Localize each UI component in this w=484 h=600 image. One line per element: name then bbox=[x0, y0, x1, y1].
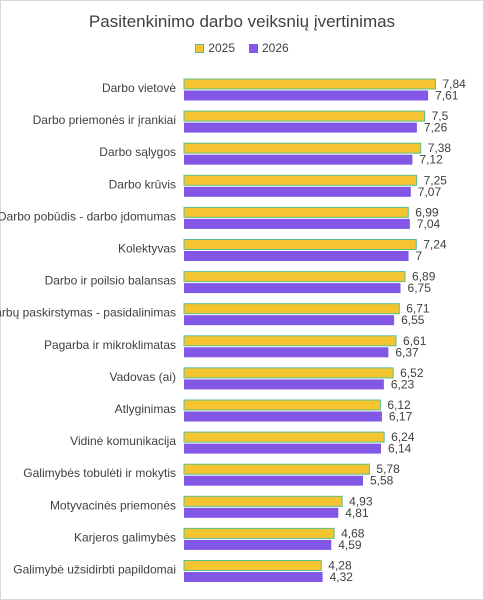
bar-2026-vadovas-ai bbox=[184, 379, 384, 390]
category-label-kolektyvas: Kolektyvas bbox=[118, 242, 176, 256]
value-label-2026-galimybe-uzsidirbti-papildomai: 4,32 bbox=[330, 570, 354, 584]
value-label-2026-vidine-komunikacija: 6,14 bbox=[388, 442, 412, 456]
bar-2026-vidine-komunikacija bbox=[184, 443, 381, 454]
category-label-darbo-ir-poilsio-balansas: Darbo ir poilsio balansas bbox=[45, 274, 176, 288]
bar-2026-darbo-salygos bbox=[184, 154, 413, 165]
bar-2026-karjeros-galimybes bbox=[184, 539, 332, 550]
bar-2025-darbo-vietove bbox=[183, 78, 437, 90]
category-label-galimybe-uzsidirbti-papildomai: Galimybė užsidirbti papildomai bbox=[13, 563, 176, 577]
bar-2026-kolektyvas bbox=[184, 251, 409, 261]
bar-2025-darbo-salygos bbox=[183, 142, 422, 154]
category-label-vidine-komunikacija: Vidinė komunikacija bbox=[70, 434, 176, 448]
category-label-pagarba-ir-mikroklimatas: Pagarba ir mikroklimatas bbox=[44, 338, 176, 352]
bar-2026-atlyginimas bbox=[184, 411, 382, 422]
value-label-2026-atlyginimas: 6,17 bbox=[389, 410, 413, 424]
legend-entry-2025: 2025 bbox=[195, 41, 235, 55]
value-label-2025-karjeros-galimybes: 4,68 bbox=[341, 526, 365, 540]
bar-2026-darbo-vietove bbox=[184, 90, 429, 101]
value-label-2026-galimybes-tobuleti-ir-mokytis: 5,58 bbox=[370, 474, 394, 488]
bar-2026-galimybe-uzsidirbti-papildomai bbox=[184, 572, 323, 582]
bar-2025-darbo-pobudis-darbo-idomumas bbox=[183, 206, 409, 218]
value-label-2025-kolektyvas: 7,24 bbox=[423, 238, 447, 252]
category-label-galimybes-tobuleti-ir-mokytis: Galimybės tobulėti ir mokytis bbox=[23, 466, 176, 480]
legend-label-2026: 2026 bbox=[262, 41, 289, 55]
value-label-2025-pagarba-ir-mikroklimatas: 6,61 bbox=[403, 334, 427, 348]
value-label-2026-vadovas-ai: 6,23 bbox=[391, 377, 415, 391]
bar-2026-motyvacines-priemones bbox=[184, 507, 339, 518]
value-label-2026-darbo-pobudis-darbo-idomumas: 7,04 bbox=[417, 217, 441, 231]
value-label-2026-darbo-salygos: 7,12 bbox=[419, 153, 443, 167]
value-label-2025-darbo-vietove: 7,84 bbox=[443, 77, 467, 91]
value-label-2026-darbo-ir-poilsio-balansas: 6,75 bbox=[408, 281, 432, 295]
legend-entry-2026: 2026 bbox=[249, 41, 289, 55]
bar-2026-darbo-ir-poilsio-balansas bbox=[184, 283, 401, 294]
category-label-darbo-vietove: Darbo vietovė bbox=[102, 81, 176, 95]
bar-2026-darbo-kruvis bbox=[184, 186, 411, 197]
value-label-2025-darbo-pobudis-darbo-idomumas: 6,99 bbox=[415, 205, 439, 219]
value-label-2026-darbo-priemones-ir-irankiai: 7,26 bbox=[424, 121, 448, 135]
value-label-2025-atlyginimas: 6,12 bbox=[387, 398, 411, 412]
value-label-2026-darbu-paskirstymas-pasidalinimas: 6,55 bbox=[401, 313, 425, 327]
bar-2025-vadovas-ai bbox=[183, 367, 394, 379]
legend-label-2025: 2025 bbox=[208, 41, 235, 55]
value-label-2025-galimybe-uzsidirbti-papildomai: 4,28 bbox=[328, 559, 352, 573]
value-label-2026-motyvacines-priemones: 4,81 bbox=[345, 506, 369, 520]
value-label-2026-kolektyvas: 7 bbox=[416, 249, 423, 263]
value-label-2025-darbu-paskirstymas-pasidalinimas: 6,71 bbox=[406, 302, 430, 316]
value-label-2025-darbo-salygos: 7,38 bbox=[428, 141, 452, 155]
value-label-2025-galimybes-tobuleti-ir-mokytis: 5,78 bbox=[376, 462, 400, 476]
bar-2025-galimybe-uzsidirbti-papildomai bbox=[183, 560, 322, 571]
value-label-2026-darbo-kruvis: 7,07 bbox=[418, 185, 442, 199]
category-label-darbu-paskirstymas-pasidalinimas: Darbų paskirstymas - pasidalinimas bbox=[0, 306, 176, 320]
value-label-2025-darbo-ir-poilsio-balansas: 6,89 bbox=[412, 270, 436, 284]
category-label-darbo-pobudis-darbo-idomumas: Darbo pobūdis - darbo įdomumas bbox=[0, 209, 176, 223]
bar-2025-darbo-ir-poilsio-balansas bbox=[183, 271, 406, 283]
value-label-2025-darbo-kruvis: 7,25 bbox=[424, 173, 448, 187]
category-label-darbo-kruvis: Darbo krūvis bbox=[109, 177, 176, 191]
bar-2025-vidine-komunikacija bbox=[183, 431, 385, 443]
bar-2025-darbo-kruvis bbox=[183, 174, 418, 186]
bar-2025-darbu-paskirstymas-pasidalinimas bbox=[183, 303, 400, 315]
category-label-darbo-salygos: Darbo sąlygos bbox=[99, 145, 176, 159]
bar-2026-darbu-paskirstymas-pasidalinimas bbox=[184, 315, 395, 326]
bar-2026-pagarba-ir-mikroklimatas bbox=[184, 347, 389, 358]
value-label-2025-vidine-komunikacija: 6,24 bbox=[391, 430, 415, 444]
bar-2026-darbo-priemones-ir-irankiai bbox=[184, 122, 417, 133]
legend-swatch-2025 bbox=[195, 43, 205, 53]
bar-2025-kolektyvas bbox=[183, 239, 417, 250]
bar-2025-karjeros-galimybes bbox=[183, 527, 335, 539]
value-label-2025-darbo-priemones-ir-irankiai: 7,5 bbox=[432, 109, 449, 123]
chart-title: Pasitenkinimo darbo veiksnių įvertinimas bbox=[88, 12, 396, 31]
category-label-karjeros-galimybes: Karjeros galimybės bbox=[74, 530, 176, 544]
bar-2026-galimybes-tobuleti-ir-mokytis bbox=[184, 475, 364, 486]
legend: 2025 2026 bbox=[0, 41, 484, 55]
value-label-2026-karjeros-galimybes: 4,59 bbox=[338, 538, 362, 552]
bar-2025-atlyginimas bbox=[183, 399, 381, 411]
category-label-atlyginimas: Atlyginimas bbox=[115, 402, 176, 416]
value-label-2026-darbo-vietove: 7,61 bbox=[435, 89, 459, 103]
bar-2026-darbo-pobudis-darbo-idomumas bbox=[184, 218, 410, 229]
value-label-2026-pagarba-ir-mikroklimatas: 6,37 bbox=[395, 345, 419, 359]
category-label-vadovas-ai: Vadovas (ai) bbox=[110, 370, 176, 384]
bar-2025-pagarba-ir-mikroklimatas bbox=[183, 335, 397, 347]
bar-2025-darbo-priemones-ir-irankiai bbox=[183, 110, 426, 122]
bar-2025-motyvacines-priemones bbox=[183, 495, 343, 507]
category-label-darbo-priemones-ir-irankiai: Darbo priemonės ir įrankiai bbox=[33, 113, 176, 127]
value-label-2025-vadovas-ai: 6,52 bbox=[400, 366, 424, 380]
value-label-2025-motyvacines-priemones: 4,93 bbox=[349, 494, 373, 508]
category-label-motyvacines-priemones: Motyvacinės priemonės bbox=[50, 498, 176, 512]
legend-swatch-2026 bbox=[249, 43, 258, 53]
bar-2025-galimybes-tobuleti-ir-mokytis bbox=[183, 463, 370, 475]
